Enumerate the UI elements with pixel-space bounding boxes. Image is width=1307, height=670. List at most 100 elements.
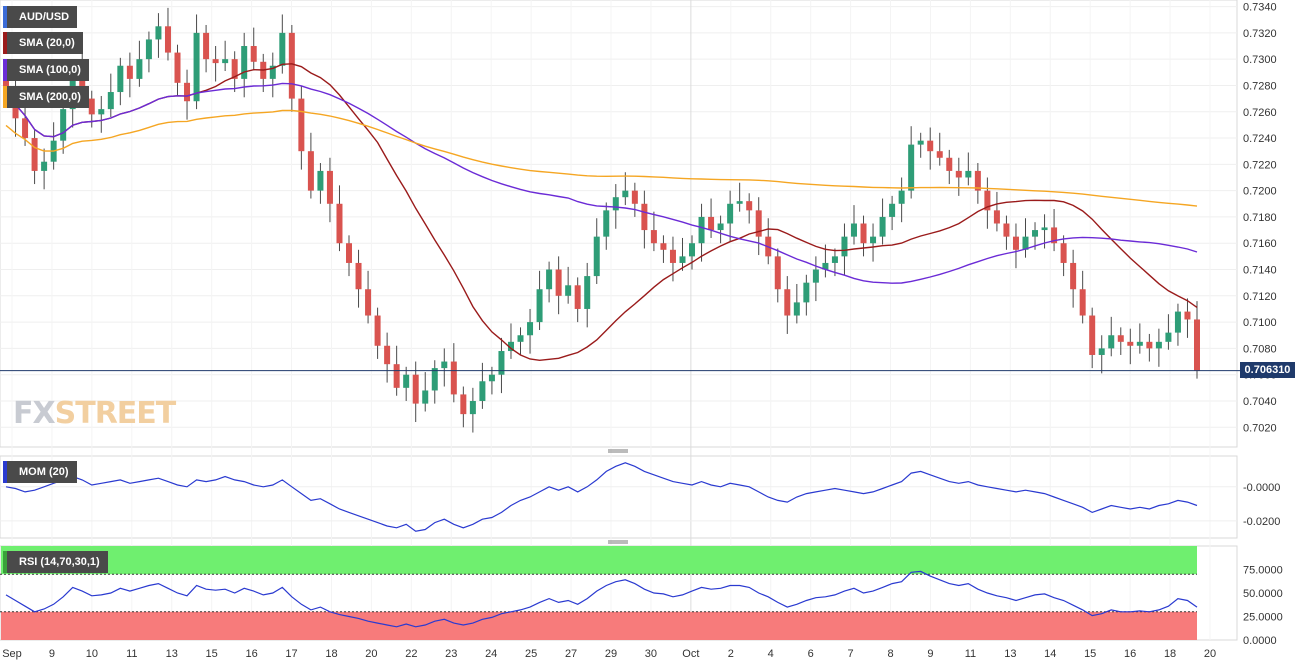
legend-momentum-label: MOM (20) [19,466,69,478]
x-tick-label: 2 [728,648,734,660]
candle-body [145,39,152,60]
candle-body [174,52,181,83]
price-panel [0,0,1238,448]
candle-body [555,269,562,296]
legend-sma-100[interactable]: SMA (100,0) [3,59,89,81]
candle-body [184,82,191,102]
candle-body [946,157,953,171]
y-tick-label: 0.7140 [1243,265,1277,277]
x-tick-label: 25 [525,648,537,660]
x-tick-label: 22 [405,648,417,660]
candle-body [193,32,200,102]
candle-body [98,109,105,115]
candle-body [1155,341,1162,349]
y-tick-label: 0.7020 [1243,422,1277,434]
candle-body [965,170,972,178]
x-tick-label: 15 [206,648,218,660]
candle-body [708,216,715,231]
candle-body [1184,311,1191,320]
candle-body [774,256,781,290]
y-tick-label: 0.7180 [1243,212,1277,224]
candle-body [1012,236,1019,250]
x-tick-label: 4 [768,648,774,660]
legend-rsi[interactable]: RSI (14,70,30,1) [3,551,108,573]
candle-body [803,282,810,303]
candle-body [1060,243,1067,263]
y-tick-label: 0.7340 [1243,2,1277,14]
symbol-label: AUD/USD [3,6,78,28]
candle-body [898,190,905,204]
candle-body [1051,227,1058,244]
candle-body [612,197,619,211]
candle-body [1079,289,1086,316]
candle-body [1146,341,1153,349]
x-tick-label: 24 [485,648,497,660]
y-tick-label: 0.7220 [1243,159,1277,171]
x-tick-label: 6 [808,648,814,660]
candle-body [31,138,38,171]
x-tick-label: 7 [848,648,854,660]
candle-body [269,65,276,79]
candle-body [822,262,829,270]
x-tick-label: 16 [245,648,257,660]
rsi-oversold-zone [1,611,1197,640]
candle-body [41,161,48,171]
y-tick-label: 0.7040 [1243,396,1277,408]
candle-body [669,249,676,263]
candle-body [1108,335,1115,349]
candle-body [546,269,553,290]
y-tick-label: 0.7100 [1243,317,1277,329]
legend-sma-200[interactable]: SMA (200,0) [3,86,89,108]
candle-body [993,210,1000,224]
x-tick-label: 13 [166,648,178,660]
sma-200-line [5,109,1198,207]
momentum-tick-label: -0.0000 [1243,482,1280,494]
candle-body [317,170,324,191]
candle-body [203,32,210,60]
candle-body [3,80,9,91]
candle-body [1127,341,1134,346]
candle-body [1136,341,1143,346]
legend-sma-200-label: SMA (200,0) [19,91,81,103]
candle-body [793,302,800,316]
candle-body [298,98,305,152]
candle-body [479,381,486,401]
candle-body [927,140,934,152]
candle-body [126,65,133,79]
candle-body [384,345,391,365]
candle-body [631,190,638,204]
fxstreet-logo: FXSTREET [13,396,176,431]
candle-body [136,59,143,79]
x-tick-label: 9 [927,648,933,660]
legend-sma-20[interactable]: SMA (20,0) [3,32,83,54]
candle-body [1165,332,1172,342]
y-tick-label: 0.7260 [1243,107,1277,119]
last-price-value: 0.706310 [1244,364,1291,376]
candle-body [812,269,819,283]
momentum-panel [0,455,1238,539]
candle-body [222,59,229,64]
candle-body [279,32,286,66]
candle-body [393,364,400,388]
x-tick-label: 14 [1044,648,1056,660]
x-tick-label: 15 [1084,648,1096,660]
x-tick-label: 13 [1004,648,1016,660]
candle-body [984,190,991,211]
candle-body [431,368,438,391]
candle-body [736,201,743,204]
candle-body [717,223,724,231]
candle-body [650,230,657,244]
candle-body [117,65,124,93]
y-tick-label: 0.7080 [1243,343,1277,355]
candle-body [88,98,95,115]
candle-body [641,203,648,231]
y-tick-label: 0.7160 [1243,238,1277,250]
momentum-line [5,462,1198,532]
candle-body [1070,262,1077,290]
candle-body [1117,335,1124,342]
legend-momentum[interactable]: MOM (20) [3,461,77,483]
x-tick-label: Sep [2,648,22,660]
x-tick-label: 30 [645,648,657,660]
candle-body [603,210,610,237]
